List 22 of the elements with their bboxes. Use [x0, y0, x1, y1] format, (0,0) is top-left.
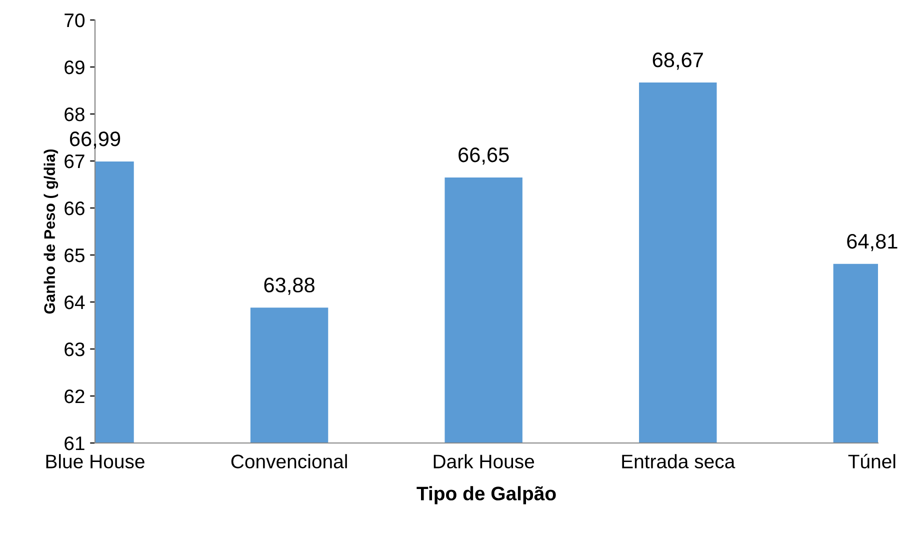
- y-tick-label: 70: [64, 13, 85, 28]
- data-label: 66,99: [70, 131, 120, 149]
- y-tick-label: 62: [64, 389, 84, 404]
- y-tick-label: 63: [64, 342, 84, 356]
- x-tick-label: Convencional: [231, 454, 347, 468]
- data-label: 63,88: [264, 278, 314, 295]
- x-tick-label: Blue House: [46, 454, 144, 468]
- x-tick-label: Entrada seca: [622, 454, 736, 468]
- data-label: 66,65: [458, 147, 509, 165]
- y-tick-label: 68: [64, 107, 84, 122]
- y-tick-label: 69: [64, 60, 84, 74]
- x-tick-label: Dark House: [434, 454, 534, 468]
- data-label: 64,81: [847, 234, 898, 252]
- y-tick-label: 67: [64, 154, 84, 168]
- y-tick-label: 65: [64, 248, 84, 262]
- y-tick-label: 61: [64, 436, 84, 450]
- y-axis-title: Ganho de Peso ( g/dia): [44, 149, 58, 314]
- data-label: 68,67: [652, 52, 703, 70]
- y-tick-label: 64: [64, 295, 85, 310]
- x-tick-label: Túnel: [848, 454, 896, 468]
- y-tick-label: 66: [64, 201, 84, 216]
- x-axis-title: Tipo de Galpão: [416, 486, 556, 504]
